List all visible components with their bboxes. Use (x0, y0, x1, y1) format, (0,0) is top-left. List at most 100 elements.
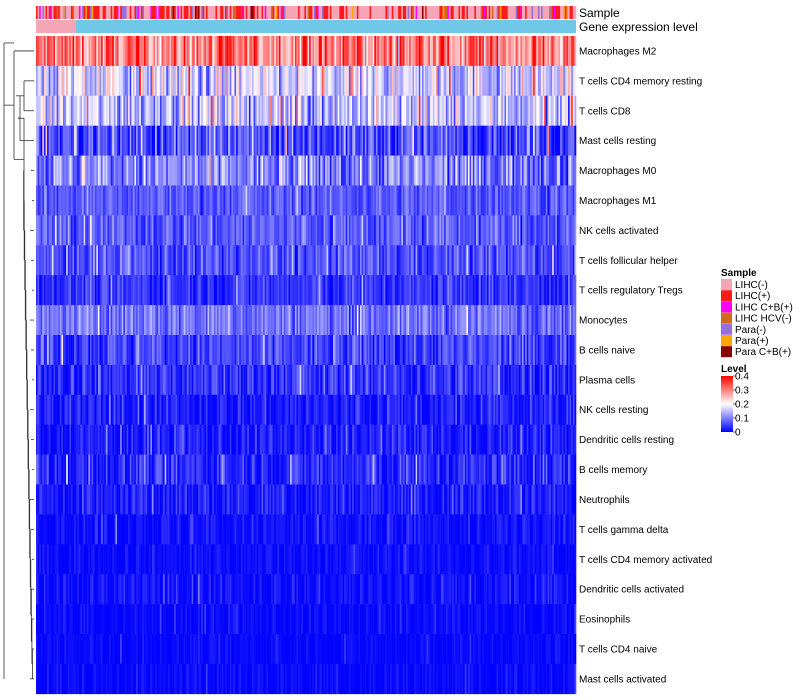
heatmap-cell (310, 275, 313, 306)
heatmap-cell (407, 65, 410, 97)
heatmap-cell (374, 65, 377, 97)
heatmap-cell (55, 394, 57, 425)
heatmap-cell (148, 275, 151, 306)
heatmap-cell (151, 215, 154, 246)
heatmap-cell (561, 36, 564, 67)
heatmap-cell (174, 275, 177, 306)
heatmap-cell (78, 424, 81, 455)
heatmap-cell (82, 364, 84, 396)
sample-track-cell (461, 6, 464, 19)
heatmap-cell (248, 125, 251, 156)
heatmap-cell (520, 125, 523, 156)
heatmap-cell (380, 364, 383, 396)
heatmap-cell (501, 65, 504, 97)
heatmap-cell (412, 394, 415, 425)
heatmap-cell (393, 364, 396, 396)
heatmap-cell (328, 65, 331, 97)
heatmap-cell (198, 305, 200, 336)
heatmap-cell (137, 125, 140, 156)
heatmap-cell (136, 215, 138, 246)
heatmap-cell (315, 245, 318, 276)
heatmap-cell (507, 335, 510, 366)
heatmap-cell (153, 155, 156, 186)
heatmap-cell (326, 36, 329, 67)
heatmap-cell (531, 394, 534, 425)
heatmap-cell (91, 394, 94, 425)
heatmap-cell (43, 36, 46, 67)
heatmap-cell (495, 335, 497, 366)
heatmap-cell (55, 185, 57, 216)
heatmap-cell (110, 364, 113, 396)
heatmap-cell (69, 95, 72, 126)
heatmap-cell (228, 364, 231, 396)
heatmap-cell (39, 215, 42, 246)
heatmap-cell (188, 95, 191, 126)
sample-track-cell (37, 6, 40, 19)
heatmap-cell (237, 275, 240, 306)
heatmap-cell (361, 125, 364, 156)
sample-track-cell (475, 6, 478, 19)
heatmap-cell (429, 125, 432, 156)
sample-track-cell (336, 6, 339, 19)
heatmap-cell (558, 364, 561, 396)
heatmap-cell (132, 215, 135, 246)
heatmap-cell (517, 215, 520, 246)
heatmap-cell (493, 155, 496, 186)
heatmap-cell (55, 275, 57, 306)
heatmap-cell (342, 125, 345, 156)
heatmap-cell (280, 424, 283, 455)
heatmap-cell (221, 65, 224, 97)
heatmap-cell (199, 36, 202, 67)
heatmap-cell (529, 305, 532, 336)
heatmap-cell (539, 65, 542, 97)
sample-track-cell (347, 6, 350, 19)
sample-track-cell (131, 6, 134, 19)
heatmap-cell (544, 335, 547, 366)
heatmap-cell (267, 65, 270, 97)
heatmap-cell (193, 424, 196, 455)
heatmap-cell (166, 155, 169, 186)
heatmap-cell (418, 305, 421, 336)
heatmap-cell (345, 245, 348, 276)
heatmap-cell (334, 394, 337, 425)
heatmap-cell (529, 155, 532, 186)
heatmap-cell (318, 394, 321, 425)
heatmap-cell (129, 275, 132, 306)
heatmap-cell (452, 185, 455, 216)
heatmap-cell (299, 185, 302, 216)
heatmap-cell (186, 95, 189, 126)
sample-track-cell (522, 6, 524, 19)
sample-track-cell (348, 6, 351, 19)
heatmap-cell (120, 245, 123, 276)
heatmap-cell (226, 185, 229, 216)
heatmap-cell (223, 335, 226, 366)
heatmap-cell (363, 394, 366, 425)
heatmap-cell (147, 215, 150, 246)
heatmap-cell (172, 335, 175, 366)
heatmap-cell (553, 335, 556, 366)
heatmap-cell (115, 185, 118, 216)
heatmap-cell (37, 305, 40, 336)
heatmap-cell (523, 364, 526, 396)
heatmap-cell (290, 245, 293, 276)
heatmap-cell (510, 65, 513, 97)
heatmap-cell (274, 275, 277, 306)
heatmap-cell (290, 275, 293, 306)
sample-track-cell (202, 6, 205, 19)
heatmap-cell (105, 335, 108, 366)
heatmap-cell (444, 65, 447, 97)
heatmap-cell (344, 36, 347, 67)
heatmap-cell (47, 65, 50, 97)
heatmap-cell (387, 394, 389, 425)
heatmap-cell (304, 335, 307, 366)
heatmap-cell (164, 155, 167, 186)
heatmap-cell (218, 394, 221, 425)
heatmap-cell (421, 305, 424, 336)
heatmap-cell (239, 305, 242, 336)
heatmap-cell (86, 394, 89, 425)
sample-track-cell (82, 6, 84, 19)
heatmap-cell (67, 36, 70, 67)
heatmap-cell (51, 65, 54, 97)
heatmap-cell (51, 36, 54, 67)
heatmap-cell (452, 95, 455, 126)
